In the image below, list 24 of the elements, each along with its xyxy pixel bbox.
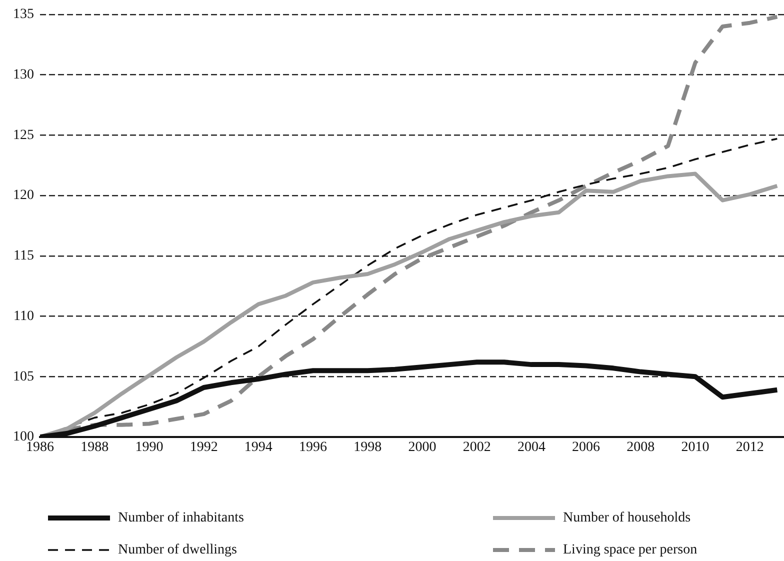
legend-label: Number of households — [563, 510, 691, 526]
x-tick-label: 1988 — [80, 440, 109, 456]
y-tick-label: 120 — [13, 188, 34, 204]
x-tick-label: 2008 — [626, 440, 655, 456]
x-tick-label: 2004 — [517, 440, 546, 456]
x-tick-label: 2002 — [462, 440, 491, 456]
y-tick-label: 125 — [13, 128, 34, 143]
x-tick-label: 1998 — [354, 440, 382, 456]
x-tick-label: 2006 — [572, 440, 600, 456]
legend-label: Number of inhabitants — [118, 510, 244, 526]
x-tick-label: 2012 — [736, 440, 764, 456]
x-tick-label: 1992 — [190, 440, 218, 456]
x-tick-label: 2010 — [681, 440, 710, 456]
y-tick-label: 130 — [13, 67, 34, 82]
y-tick-label: 110 — [14, 308, 34, 324]
x-tick-label: 1994 — [244, 440, 272, 456]
x-tick-label: 1996 — [299, 440, 328, 456]
legend-label: Living space per person — [563, 542, 698, 558]
legend-label: Number of dwellings — [118, 542, 237, 558]
x-tick-label: 2000 — [408, 440, 436, 456]
y-tick-label: 135 — [13, 7, 34, 22]
y-tick-label: 115 — [14, 248, 34, 264]
y-tick-label: 105 — [13, 369, 34, 384]
x-tick-label: 1990 — [135, 440, 164, 456]
